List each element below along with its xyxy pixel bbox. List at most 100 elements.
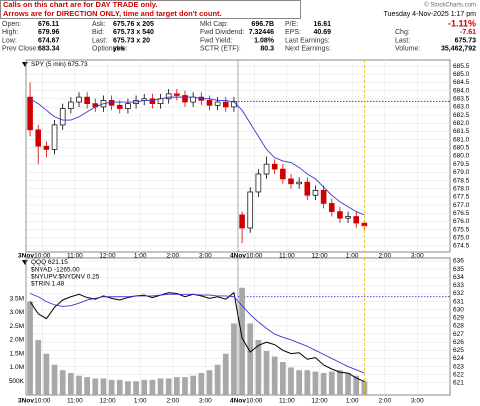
volume-bar [27, 301, 33, 395]
candle-body [165, 93, 172, 100]
source: © StockCharts.com [424, 2, 476, 9]
series-line [29, 291, 365, 383]
x-tick-label: 10:00 [34, 398, 51, 405]
candle-body [149, 98, 156, 105]
volume-bar [125, 381, 131, 395]
y-tick-label: 679.0 [453, 169, 470, 176]
volume-bar [345, 372, 351, 395]
y-tick-label: 685.0 [453, 71, 470, 78]
quote-label: Low: [2, 37, 17, 44]
y-tick-label: 683.5 [453, 95, 470, 102]
y-tick-label: 622 [453, 371, 464, 378]
volume-bar [271, 356, 278, 395]
volume-bar [328, 371, 335, 395]
quote-value: 675.73 [455, 37, 477, 44]
y2-tick-label: 500K [9, 378, 25, 385]
quote-value: 675.73 x 20 [113, 37, 150, 44]
volume-bar [214, 364, 221, 395]
candle-body [174, 93, 180, 96]
volume-bar [288, 367, 294, 395]
quote-value: 1.08% [254, 37, 275, 44]
y2-tick-label: 2.5M [10, 323, 24, 330]
candle-body [59, 108, 66, 126]
volume-bar [157, 378, 164, 395]
x-tick-label: 2:00 [166, 253, 179, 260]
y-tick-label: 677.0 [453, 202, 470, 209]
volume-bar [133, 381, 139, 395]
candle-body [214, 101, 221, 106]
quote-value: 675.73 x 540 [113, 29, 154, 36]
volume-bar [108, 379, 115, 395]
quote-label: P/E: [285, 21, 298, 28]
x-tick-label: 1:00 [134, 398, 147, 405]
y-tick-label: 630 [453, 306, 464, 313]
volume-bar [353, 375, 360, 395]
volume-bar [59, 370, 66, 395]
volume-bar [67, 372, 74, 395]
x-tick-label: 3:00 [411, 253, 424, 260]
candle-body [125, 103, 131, 109]
candle-body [280, 168, 286, 180]
quote-value: 679.96 [38, 29, 60, 36]
x-tick-label: 1:00 [134, 253, 147, 260]
candle-body [353, 216, 360, 224]
volume-bar [239, 287, 245, 395]
quote-value: 35,462,792 [441, 46, 476, 53]
candle-body [296, 181, 302, 185]
y2-tick-label: 3.0M [10, 309, 24, 316]
x-tick-label: 11:00 [67, 398, 83, 405]
series-line [29, 293, 365, 374]
quote-label: Prev Close: [2, 46, 38, 53]
legend-entry: SPY (5 min) 675.73 [31, 61, 88, 68]
candle-body [247, 191, 254, 229]
volume-bar [255, 339, 262, 395]
candle-body [304, 181, 311, 196]
x-tick-label: 1:00 [346, 253, 359, 260]
candle-body [84, 96, 90, 105]
volume-bar [84, 377, 91, 395]
y-tick-label: 621 [453, 380, 464, 387]
quote-label: EPS: [285, 29, 301, 36]
x-tick-label: 4Nov [230, 398, 246, 405]
y-tick-label: 675.0 [453, 234, 470, 241]
y-tick-label: 681.0 [453, 136, 470, 143]
notice-box [0, 0, 301, 19]
y-tick-label: 628 [453, 323, 464, 330]
candle-body [312, 189, 319, 196]
quote-value: 696.7B [251, 21, 274, 28]
quote-label: Chg: [395, 29, 410, 36]
y-tick-label: 683.0 [453, 104, 470, 111]
y-tick-label: 636 [453, 258, 464, 265]
quote-value: yes [113, 46, 125, 53]
volume-bar [198, 372, 205, 395]
x-tick-label: 10:00 [34, 253, 51, 260]
y-tick-label: 677.5 [453, 194, 470, 201]
x-tick-label: 10:00 [246, 398, 263, 405]
candle-body [27, 96, 33, 131]
volume-bar [279, 361, 286, 395]
quote-label: Fwd Yield: [200, 37, 232, 44]
candle-body [337, 211, 343, 219]
legend-entry: $NYAD -1265.00 [31, 267, 80, 274]
series-line [29, 96, 365, 216]
quote-label: Mkt Cap: [200, 21, 228, 28]
quote-label: Volume: [395, 46, 420, 53]
quote-value: 675.76 x 205 [113, 21, 154, 28]
x-tick-label: 3:00 [199, 253, 212, 260]
y-tick-label: 675.5 [453, 226, 470, 233]
x-tick-label: 2:00 [378, 253, 391, 260]
candle-body [255, 173, 262, 193]
candle-body [76, 96, 82, 103]
volume-bar [149, 379, 156, 395]
y2-tick-label: 2.0M [10, 337, 24, 344]
x-tick-label: 3:00 [411, 398, 424, 405]
quote-label: High: [2, 29, 18, 36]
volume-bar [43, 353, 50, 395]
x-tick-label: 12:00 [99, 398, 116, 405]
x-tick-label: 3:00 [199, 398, 212, 405]
y-tick-label: 680.0 [453, 153, 470, 160]
y-tick-label: 679.5 [453, 161, 470, 168]
volume-bar [231, 323, 237, 395]
notice-line: Calls on this chart are for DAY TRADE on… [3, 0, 157, 9]
